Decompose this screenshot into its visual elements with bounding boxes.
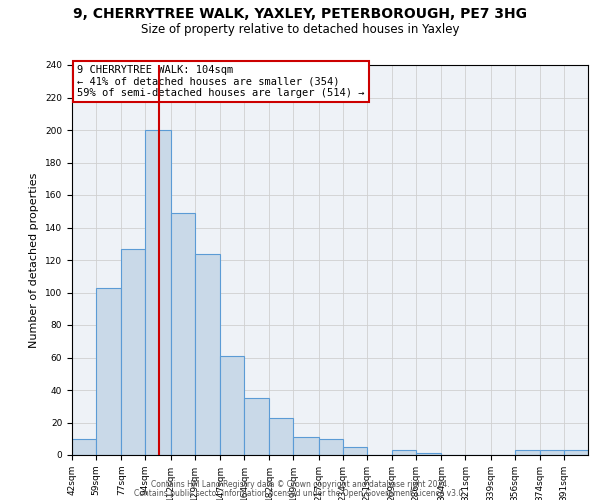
- Text: Size of property relative to detached houses in Yaxley: Size of property relative to detached ho…: [141, 22, 459, 36]
- Bar: [145, 130, 170, 455]
- Text: 9 CHERRYTREE WALK: 104sqm
← 41% of detached houses are smaller (354)
59% of semi: 9 CHERRYTREE WALK: 104sqm ← 41% of detac…: [77, 65, 365, 98]
- Bar: [220, 356, 244, 455]
- Y-axis label: Number of detached properties: Number of detached properties: [29, 172, 40, 348]
- Bar: [72, 439, 96, 455]
- Bar: [319, 439, 343, 455]
- Text: 9, CHERRYTREE WALK, YAXLEY, PETERBOROUGH, PE7 3HG: 9, CHERRYTREE WALK, YAXLEY, PETERBOROUGH…: [73, 8, 527, 22]
- Bar: [540, 450, 564, 455]
- Bar: [121, 248, 145, 455]
- Bar: [293, 437, 319, 455]
- Bar: [170, 213, 194, 455]
- Bar: [515, 450, 540, 455]
- Bar: [96, 288, 121, 455]
- Text: Contains public sector information licensed under the Open Government Licence v3: Contains public sector information licen…: [134, 489, 466, 498]
- Bar: [416, 454, 442, 455]
- Bar: [269, 418, 293, 455]
- Bar: [194, 254, 220, 455]
- Bar: [564, 450, 588, 455]
- Bar: [244, 398, 269, 455]
- Bar: [343, 447, 367, 455]
- Bar: [392, 450, 416, 455]
- Text: Contains HM Land Registry data © Crown copyright and database right 2024.: Contains HM Land Registry data © Crown c…: [151, 480, 449, 489]
